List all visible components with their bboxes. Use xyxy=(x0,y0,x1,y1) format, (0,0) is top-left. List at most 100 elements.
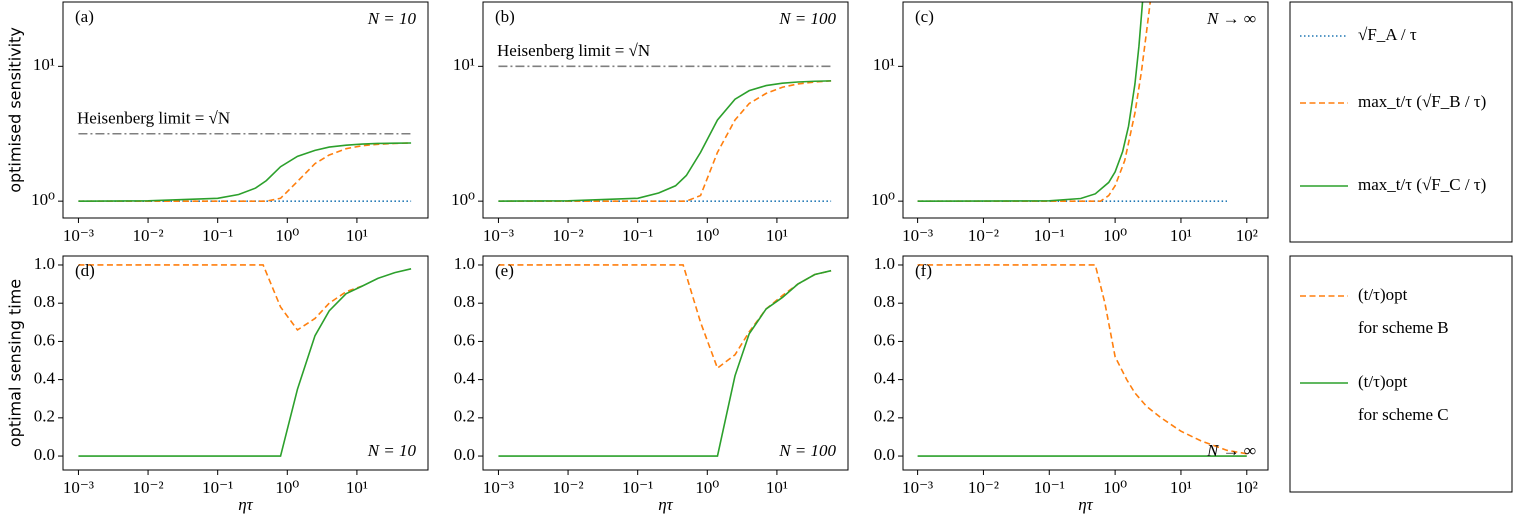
series-line xyxy=(917,264,1247,455)
y-tick-label: 10⁰ xyxy=(871,190,895,209)
y-tick-label: 0.8 xyxy=(874,292,895,311)
y-tick-label: 0.0 xyxy=(34,445,55,464)
series-line xyxy=(498,80,832,202)
y-tick-label: 0.0 xyxy=(454,445,475,464)
x-axis-label: ητ xyxy=(658,495,673,514)
x-tick-label: 10⁻² xyxy=(133,226,164,245)
x-tick-label: 10⁻³ xyxy=(483,226,514,245)
y-tick-label: 10¹ xyxy=(453,55,475,74)
x-tick-label: 10¹ xyxy=(1170,226,1192,245)
x-tick-label: 10² xyxy=(1236,226,1258,245)
y-tick-label: 0.8 xyxy=(34,292,55,311)
x-tick-label: 10⁻³ xyxy=(483,478,514,497)
y-tick-label: 10⁰ xyxy=(451,190,475,209)
series-line xyxy=(917,2,1152,202)
panel-label: (c) xyxy=(915,7,934,26)
x-tick-label: 10⁻³ xyxy=(63,226,94,245)
legend-label: max_t/τ (√F_C / τ) xyxy=(1358,175,1486,194)
y-tick-label: 1.0 xyxy=(34,254,55,273)
panel-note: N = 100 xyxy=(778,441,836,460)
y-tick-label: 0.4 xyxy=(454,369,476,388)
x-tick-label: 10⁻² xyxy=(968,478,999,497)
x-tick-label: 10⁰ xyxy=(695,478,719,497)
plot-frame xyxy=(902,1,1269,219)
series-line xyxy=(498,80,832,202)
x-tick-label: 10⁻³ xyxy=(902,226,933,245)
series-line xyxy=(498,264,832,370)
x-axis-label: ητ xyxy=(238,495,253,514)
series-line xyxy=(78,142,412,202)
x-tick-label: 10⁰ xyxy=(275,478,299,497)
series-line xyxy=(78,268,412,457)
x-tick-label: 10⁰ xyxy=(1103,478,1127,497)
panel-note: N → ∞ xyxy=(1206,9,1256,28)
y-tick-label: 0.8 xyxy=(454,292,475,311)
plot-frame xyxy=(62,255,429,471)
y-axis-label: optimal sensing time xyxy=(6,279,25,447)
x-tick-label: 10¹ xyxy=(766,478,788,497)
x-tick-label: 10⁻² xyxy=(968,226,999,245)
plot-frame xyxy=(62,1,429,219)
panel-label: (a) xyxy=(75,7,94,26)
y-tick-label: 0.2 xyxy=(34,407,55,426)
legend-description: for scheme C xyxy=(1358,405,1449,424)
legend-box xyxy=(1289,255,1513,493)
y-tick-label: 0.6 xyxy=(34,330,55,349)
y-tick-label: 1.0 xyxy=(874,254,895,273)
x-tick-label: 10¹ xyxy=(766,226,788,245)
legend-label: (t/τ)opt xyxy=(1358,285,1408,304)
series-line xyxy=(917,2,1144,202)
x-tick-label: 10⁻² xyxy=(133,478,164,497)
y-tick-label: 0.2 xyxy=(874,407,895,426)
legend-label: (t/τ)opt xyxy=(1358,372,1408,391)
x-tick-label: 10⁻³ xyxy=(902,478,933,497)
y-tick-label: 10⁰ xyxy=(31,190,55,209)
y-axis-label: optimised sensitivity xyxy=(6,27,25,193)
y-tick-label: 0.6 xyxy=(454,330,475,349)
panel-label: (d) xyxy=(75,261,95,280)
x-tick-label: 10⁻¹ xyxy=(202,478,233,497)
x-tick-label: 10⁰ xyxy=(1103,226,1127,245)
y-tick-label: 10¹ xyxy=(873,55,895,74)
plot-frame xyxy=(902,255,1269,471)
x-tick-label: 10⁻¹ xyxy=(622,478,653,497)
panel-note: N = 100 xyxy=(778,9,836,28)
panel-note: N = 10 xyxy=(367,441,417,460)
y-tick-label: 0.2 xyxy=(454,407,475,426)
x-tick-label: 10² xyxy=(1236,478,1258,497)
x-tick-label: 10⁰ xyxy=(695,226,719,245)
panel-note: N → ∞ xyxy=(1206,441,1256,460)
legend-label: √F_A / τ xyxy=(1358,25,1417,44)
panel-label: (b) xyxy=(495,7,515,26)
x-axis-label: ητ xyxy=(1078,495,1093,514)
panel-label: (f) xyxy=(915,261,932,280)
y-tick-label: 0.6 xyxy=(874,330,895,349)
x-tick-label: 10⁻³ xyxy=(63,478,94,497)
x-tick-label: 10¹ xyxy=(1170,478,1192,497)
plot-frame xyxy=(482,1,849,219)
x-tick-label: 10⁻² xyxy=(553,226,584,245)
x-tick-label: 10⁻² xyxy=(553,478,584,497)
plot-frame xyxy=(482,255,849,471)
panel-note: N = 10 xyxy=(367,9,417,28)
x-tick-label: 10⁻¹ xyxy=(202,226,233,245)
x-tick-label: 10⁻¹ xyxy=(1034,478,1065,497)
panel-label: (e) xyxy=(495,261,514,280)
reference-label: Heisenberg limit = √N xyxy=(497,41,650,60)
series-line xyxy=(498,269,832,457)
legend-label: max_t/τ (√F_B / τ) xyxy=(1358,92,1486,111)
y-tick-label: 1.0 xyxy=(454,254,475,273)
x-tick-label: 10¹ xyxy=(346,478,368,497)
x-tick-label: 10⁰ xyxy=(275,226,299,245)
x-tick-label: 10⁻¹ xyxy=(622,226,653,245)
x-tick-label: 10¹ xyxy=(346,226,368,245)
series-line xyxy=(78,264,363,332)
reference-label: Heisenberg limit = √N xyxy=(77,109,230,128)
y-tick-label: 0.4 xyxy=(874,369,896,388)
y-tick-label: 0.0 xyxy=(874,445,895,464)
legend-box xyxy=(1289,1,1513,243)
y-tick-label: 0.4 xyxy=(34,369,56,388)
y-tick-label: 10¹ xyxy=(33,55,55,74)
x-tick-label: 10⁻¹ xyxy=(1034,226,1065,245)
